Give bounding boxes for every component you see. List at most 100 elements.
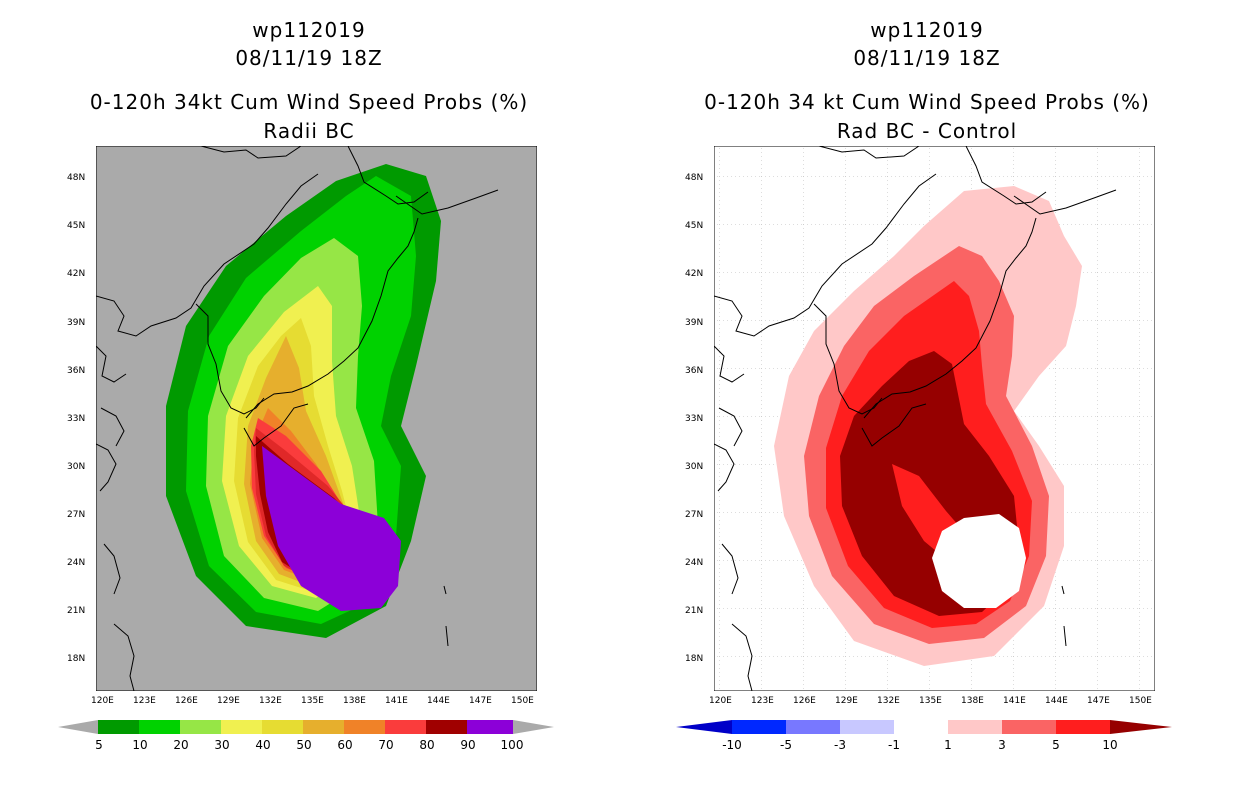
lat-tick-label: 27N bbox=[685, 510, 704, 520]
lon-tick-label: 138E bbox=[961, 696, 984, 706]
colorbar-left bbox=[58, 720, 554, 734]
colorbar-swatch bbox=[732, 720, 786, 734]
lon-tick-label: 147E bbox=[1087, 696, 1110, 706]
lon-tick-label: 144E bbox=[427, 696, 450, 706]
colorbar-swatch bbox=[840, 720, 894, 734]
lon-tick-label: 129E bbox=[835, 696, 858, 706]
left-panel: wp112019 08/11/19 18Z 0-120h 34kt Cum Wi… bbox=[58, 18, 554, 752]
colorbar-swatch bbox=[303, 720, 344, 734]
storm-id-title: wp112019 bbox=[252, 18, 366, 42]
lon-tick-label: 126E bbox=[175, 696, 198, 706]
date-title: 08/11/19 18Z bbox=[235, 46, 383, 70]
colorbar-label: -1 bbox=[888, 738, 900, 752]
lat-tick-label: 39N bbox=[685, 318, 704, 328]
lat-tick-label: 24N bbox=[685, 558, 704, 568]
lat-tick-label: 48N bbox=[685, 173, 704, 183]
lat-tick-label: 33N bbox=[67, 414, 86, 424]
lon-tick-label: 147E bbox=[469, 696, 492, 706]
colorbar-end-low bbox=[676, 720, 732, 734]
colorbar-label: 70 bbox=[378, 738, 394, 752]
lat-tick-label: 42N bbox=[685, 269, 704, 279]
lat-tick-label: 36N bbox=[685, 366, 704, 376]
colorbar-label: 30 bbox=[214, 738, 230, 752]
diff-contour-near-zero bbox=[932, 514, 1026, 608]
difference-map bbox=[714, 146, 1155, 691]
lat-tick-label: 36N bbox=[67, 366, 86, 376]
lat-tick-label: 33N bbox=[685, 414, 704, 424]
colorbar-label: 40 bbox=[255, 738, 271, 752]
colorbar-label: -10 bbox=[722, 738, 742, 752]
lat-tick-label: 18N bbox=[67, 654, 86, 664]
date-title: 08/11/19 18Z bbox=[853, 46, 1001, 70]
colorbar-label: 80 bbox=[419, 738, 435, 752]
colorbar-swatch bbox=[948, 720, 1002, 734]
lat-tick-label: 24N bbox=[67, 558, 86, 568]
colorbar-swatch bbox=[344, 720, 385, 734]
colorbar-label: 60 bbox=[337, 738, 353, 752]
lon-tick-label: 135E bbox=[919, 696, 942, 706]
lon-tick-label: 135E bbox=[301, 696, 324, 706]
colorbar-swatch bbox=[426, 720, 467, 734]
lon-tick-label: 144E bbox=[1045, 696, 1068, 706]
colorbar-swatch bbox=[221, 720, 262, 734]
coastlines bbox=[96, 146, 499, 691]
colorbar-label: -3 bbox=[834, 738, 846, 752]
storm-id-title: wp112019 bbox=[870, 18, 984, 42]
colorbar-label: 10 bbox=[132, 738, 148, 752]
colorbar-label: 5 bbox=[95, 738, 103, 752]
colorbar-label: 90 bbox=[460, 738, 476, 752]
colorbar-label: 100 bbox=[500, 738, 524, 752]
colorbar-swatch bbox=[262, 720, 303, 734]
lon-tick-label: 123E bbox=[133, 696, 156, 706]
lat-tick-label: 30N bbox=[67, 462, 86, 472]
right-panel: wp112019 08/11/19 18Z 0-120h 34 kt Cum W… bbox=[618, 0, 1236, 800]
colorbar-end-high bbox=[1110, 720, 1172, 734]
lat-tick-label: 21N bbox=[67, 606, 86, 616]
colorbar-swatch bbox=[894, 720, 948, 734]
lat-tick-label: 45N bbox=[67, 221, 86, 231]
lon-tick-label: 129E bbox=[217, 696, 240, 706]
colorbar-label: 50 bbox=[296, 738, 312, 752]
lat-tick-label: 21N bbox=[685, 606, 704, 616]
colorbar-end-low bbox=[58, 720, 98, 734]
colorbar-label: 5 bbox=[1052, 738, 1060, 752]
colorbar-swatch bbox=[180, 720, 221, 734]
colorbar-swatch bbox=[98, 720, 139, 734]
lon-tick-label: 141E bbox=[1003, 696, 1026, 706]
lat-tick-label: 18N bbox=[685, 654, 704, 664]
lon-tick-label: 150E bbox=[1129, 696, 1152, 706]
subtitle: Rad BC - Control bbox=[836, 119, 1018, 143]
lat-tick-label: 42N bbox=[67, 269, 86, 279]
lon-tick-label: 150E bbox=[511, 696, 534, 706]
lat-tick-label: 27N bbox=[67, 510, 86, 520]
lon-tick-label: 120E bbox=[91, 696, 114, 706]
colorbar-label: -5 bbox=[780, 738, 792, 752]
colorbar-swatch bbox=[385, 720, 426, 734]
lon-tick-label: 132E bbox=[259, 696, 282, 706]
colorbar-end-high bbox=[513, 720, 554, 734]
lat-tick-label: 48N bbox=[67, 173, 86, 183]
lon-tick-label: 132E bbox=[877, 696, 900, 706]
colorbar-swatch bbox=[467, 720, 513, 734]
subtitle: Radii BC bbox=[263, 119, 355, 143]
colorbar-swatch bbox=[786, 720, 840, 734]
lon-tick-label: 120E bbox=[709, 696, 732, 706]
coastlines bbox=[714, 146, 1117, 691]
colorbar-swatch bbox=[1056, 720, 1110, 734]
colorbar-label: 20 bbox=[173, 738, 189, 752]
lon-tick-label: 141E bbox=[385, 696, 408, 706]
lat-tick-label: 30N bbox=[685, 462, 704, 472]
product-title: 0-120h 34kt Cum Wind Speed Probs (%) bbox=[89, 90, 529, 114]
product-title: 0-120h 34 kt Cum Wind Speed Probs (%) bbox=[704, 90, 1150, 114]
prob-contour-100 bbox=[262, 446, 401, 611]
colorbar-swatch bbox=[139, 720, 180, 734]
colorbar-right bbox=[676, 720, 1172, 734]
lon-tick-label: 123E bbox=[751, 696, 774, 706]
colorbar-label: 1 bbox=[944, 738, 952, 752]
lon-tick-label: 138E bbox=[343, 696, 366, 706]
colorbar-swatch bbox=[1002, 720, 1056, 734]
colorbar-label: 10 bbox=[1102, 738, 1118, 752]
lat-tick-label: 39N bbox=[67, 318, 86, 328]
probability-map bbox=[96, 146, 537, 691]
colorbar-label: 3 bbox=[998, 738, 1006, 752]
